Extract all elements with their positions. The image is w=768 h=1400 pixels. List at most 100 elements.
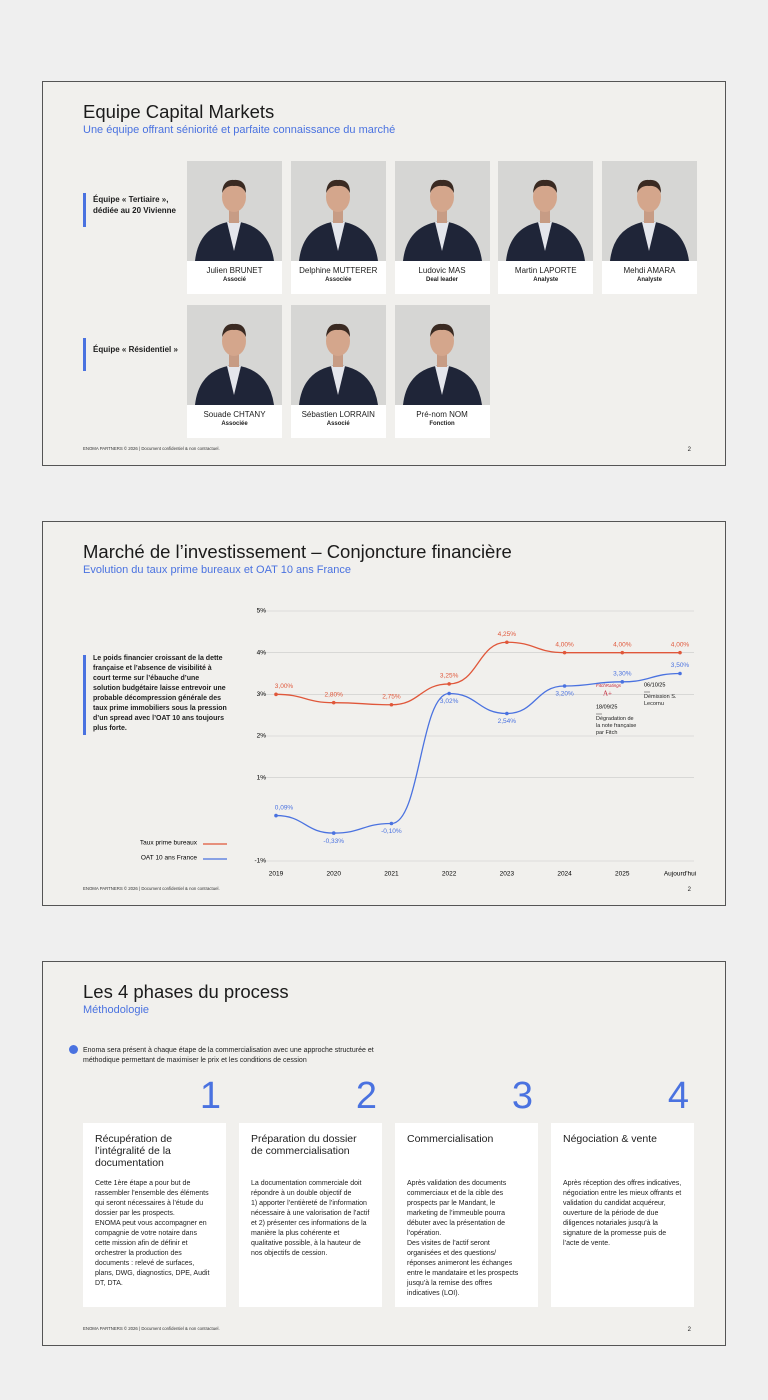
phase-number: 1	[199, 1075, 221, 1117]
phase-number: 2	[355, 1075, 377, 1117]
member-card: Sébastien LORRAIN Associé	[290, 305, 386, 438]
data-point	[274, 692, 278, 697]
x-tick-label: 2020	[326, 871, 341, 878]
annotation-date: 18/09/25	[596, 704, 617, 710]
member-role: Analyste	[533, 277, 559, 283]
portrait-head	[533, 182, 558, 212]
portrait	[394, 161, 490, 261]
bullet-icon	[69, 1045, 78, 1054]
member-name: Sébastien LORRAIN	[301, 410, 375, 419]
y-tick-label: 3%	[257, 691, 267, 698]
member-card: Pré-nom NOM Fonction	[394, 305, 490, 438]
portrait-head	[429, 182, 454, 212]
annotation-text: Dégradation de la note française par Fit…	[596, 716, 637, 736]
member-role: Associée	[221, 421, 248, 427]
y-tick-label: 4%	[257, 649, 267, 656]
portrait-shirt	[538, 222, 553, 251]
portrait-neck	[229, 209, 239, 223]
data-label: 4,00%	[613, 641, 632, 648]
footer: ENOMA PARTNERS © 2026 | Document confide…	[83, 1326, 220, 1331]
annotation-date: 06/10/25	[644, 682, 665, 688]
phase-card: Récupération de l’intégralité de la docu…	[83, 1123, 226, 1307]
member-name: Mehdi AMARA	[623, 266, 676, 275]
portrait-hair	[429, 179, 454, 193]
data-point	[620, 680, 625, 684]
member-card: Mehdi AMARA Analyste	[602, 161, 697, 294]
portrait-neck	[436, 209, 447, 223]
data-label: 3,20%	[555, 691, 574, 698]
annotation-rating: A+	[603, 690, 612, 698]
member-role: Analyste	[636, 277, 662, 283]
series-line	[275, 672, 681, 834]
annotation-fo: Démission S. Lecornu	[644, 694, 676, 707]
page-number: 2	[687, 1327, 691, 1333]
member-name: Souade CHTANY	[203, 410, 266, 419]
footer: ENOMA PARTNERS © 2026 | Document confide…	[83, 886, 220, 891]
commentary: Le poids financier croissant de la dette…	[93, 655, 227, 732]
x-tick-label: 2022	[442, 871, 457, 878]
slide: Les 4 phases du process Méthodologie Eno…	[42, 961, 726, 1346]
legend-label: Taux prime bureaux	[140, 840, 198, 847]
portrait-hair	[429, 323, 454, 337]
page-number: 2	[687, 887, 691, 893]
data-label: 0,09%	[275, 804, 294, 811]
data-label: 3,25%	[440, 673, 459, 680]
data-label: 2,75%	[382, 693, 401, 700]
data-point	[562, 650, 567, 655]
member-card: Martin LAPORTE Analyste	[498, 161, 594, 294]
data-point	[331, 831, 336, 835]
member-card: Delphine MUTTERER Associée	[290, 161, 386, 294]
accent-bar	[83, 193, 86, 227]
phase-title: Commercialisation	[407, 1133, 494, 1145]
portrait-hair	[637, 179, 661, 193]
data-point	[620, 650, 625, 655]
portrait	[290, 161, 386, 261]
phase-title: Préparation du dossier de commercialisat…	[251, 1133, 357, 1157]
member-name: Martin LAPORTE	[514, 266, 577, 275]
portrait-hair	[325, 323, 350, 337]
member-role: Fonction	[429, 421, 455, 427]
data-label: 4,00%	[555, 641, 574, 648]
x-tick-label: 2023	[500, 871, 515, 878]
portrait-shirt	[330, 366, 345, 395]
data-point	[331, 700, 336, 705]
x-tick-label: 2019	[269, 871, 284, 878]
portrait-head	[222, 182, 246, 212]
portrait	[187, 305, 282, 405]
phase-title: Négociation & vente	[563, 1133, 657, 1145]
slide-title: Marché de l’investissement – Conjoncture…	[83, 541, 512, 562]
portrait-neck	[332, 353, 343, 367]
data-label: 3,50%	[671, 662, 690, 669]
x-tick-label: Aujourd'hui	[664, 871, 696, 878]
portrait-neck	[229, 353, 239, 367]
slide-title: Equipe Capital Markets	[83, 101, 275, 122]
data-point	[447, 682, 451, 686]
slide: Marché de l’investissement – Conjoncture…	[42, 521, 726, 906]
portrait	[290, 305, 386, 405]
page-number: 2	[687, 447, 691, 453]
data-point	[389, 702, 394, 707]
slide-subtitle: Une équipe offrant séniorité et parfaite…	[83, 124, 396, 136]
portrait-hair	[222, 323, 246, 337]
data-point	[274, 813, 278, 818]
data-point	[447, 691, 451, 696]
portrait-shirt	[434, 366, 449, 395]
portrait-shirt	[642, 222, 656, 251]
slide-subtitle: Méthodologie	[83, 1004, 150, 1016]
phase-card: Commercialisation Après validation des do…	[395, 1123, 538, 1307]
portrait-hair	[222, 179, 246, 193]
data-label: 3,30%	[613, 671, 632, 678]
portrait-head	[429, 326, 454, 356]
data-point	[505, 640, 509, 645]
phase-card: Préparation du dossier de commercialisat…	[239, 1123, 382, 1307]
x-tick-label: 2024	[557, 871, 572, 878]
portrait	[187, 161, 282, 261]
portrait-neck	[540, 209, 551, 223]
data-point	[505, 711, 509, 716]
member-card: Souade CHTANY Associée	[187, 305, 282, 438]
x-tick-label: 2025	[615, 871, 630, 878]
y-tick-label: 5%	[257, 608, 267, 615]
portrait-shirt	[227, 222, 241, 251]
group-label: Équipe « Résidentiel »	[93, 345, 178, 354]
